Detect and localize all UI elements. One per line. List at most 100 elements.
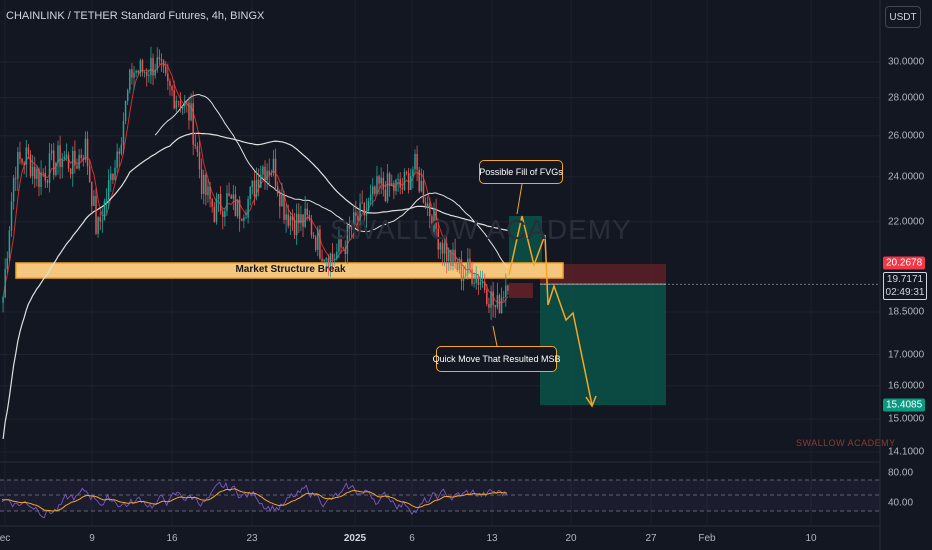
x-tick-label: Feb [698, 533, 716, 544]
candle-body [336, 251, 338, 259]
candle-body [498, 295, 501, 314]
candle-body [397, 179, 399, 181]
candle-body [88, 166, 91, 182]
currency-button[interactable]: USDT [885, 6, 921, 28]
candle-body [448, 249, 450, 261]
candle-body [135, 70, 137, 73]
x-tick-label: 23 [246, 533, 258, 544]
candle-body [374, 186, 376, 194]
candle-body [251, 180, 254, 188]
candle-body [502, 296, 505, 298]
rsi-signal-line [1, 488, 507, 512]
x-tick-label: 2025 [343, 533, 367, 544]
candle-body [262, 166, 264, 175]
candle-body [384, 189, 387, 202]
candle-body [48, 153, 51, 183]
x-tick-label: 6 [409, 533, 415, 544]
candle-body [238, 199, 241, 219]
candle-body [12, 177, 15, 202]
candle-body [412, 169, 414, 177]
candle-body [505, 285, 507, 297]
candle-body [253, 180, 256, 197]
x-tick-label: 10 [805, 533, 817, 544]
candle-body [10, 201, 13, 231]
candle-body [403, 172, 406, 190]
candle-body [17, 152, 19, 179]
candle-body [190, 103, 192, 121]
fvg-red-box [509, 283, 533, 298]
candle-body [21, 158, 23, 163]
candle-body [494, 305, 497, 308]
candle-body [19, 152, 21, 159]
candle-body [380, 177, 382, 184]
watermark-small: SWALLOW ACADEMY [796, 438, 896, 448]
candle-body [462, 275, 465, 281]
candle-body [420, 180, 423, 192]
current-price-box: 19.7171 02:49:31 [883, 272, 927, 300]
candle-body [319, 229, 321, 259]
candle-body [340, 238, 342, 248]
projection-arrow [508, 215, 593, 406]
candle-body [110, 173, 112, 181]
y-tick-label: 24.0000 [888, 171, 925, 183]
candle-body [437, 228, 439, 250]
candle-body [435, 209, 437, 229]
candle-body [114, 167, 116, 181]
candle-body [76, 165, 78, 169]
rsi-band [0, 480, 880, 511]
x-tick-label: 9 [89, 533, 95, 544]
candle-body [469, 258, 471, 269]
candle-body [230, 195, 232, 199]
candle-body [352, 212, 355, 230]
mid-ma-line [154, 94, 509, 268]
y-tick-label: 18.5000 [888, 306, 925, 318]
candle-body [395, 180, 397, 192]
candle-body [407, 173, 410, 191]
candle-body [490, 291, 492, 308]
candle-body [42, 172, 44, 174]
candle-body [46, 180, 49, 183]
countdown: 02:49:31 [885, 287, 925, 298]
candle-body [441, 242, 444, 254]
candle-body [247, 199, 249, 218]
candle-body [274, 158, 277, 187]
candle-body [196, 146, 199, 152]
current-price: 19.7171 [886, 274, 924, 285]
candle-body [386, 173, 389, 202]
candle-body [350, 228, 353, 230]
candle-body [331, 253, 334, 260]
candle-body [471, 268, 473, 284]
candle-body [213, 206, 216, 222]
candle-body [312, 235, 315, 237]
candle-body [169, 81, 171, 87]
candle-body [207, 186, 209, 196]
x-tick-label: 13 [486, 533, 498, 544]
candle-body [116, 151, 118, 168]
candle-body [224, 210, 226, 218]
candle-body [289, 216, 292, 226]
candle-body [388, 173, 391, 187]
candle-body [219, 194, 222, 212]
candle-body [167, 73, 169, 82]
candle-body [198, 151, 201, 170]
candle-body [372, 186, 374, 195]
candle-body [399, 179, 401, 188]
candle-body [414, 154, 416, 170]
candle-body [308, 215, 311, 220]
candle-body [186, 100, 188, 103]
candle-body [293, 220, 296, 236]
candle-body [418, 169, 420, 192]
candle-body [2, 297, 4, 303]
candle-body [458, 258, 461, 270]
candle-body [44, 172, 47, 181]
y-tick-label: 22.0000 [888, 216, 925, 228]
candle-body [245, 217, 247, 219]
candle-body [175, 100, 178, 109]
candle-body [344, 248, 347, 254]
candle-body [439, 242, 442, 250]
candle-body [162, 60, 165, 67]
rsi-tick-low: 40.00 [888, 497, 914, 509]
watermark: SWALLOW ACADEMY [330, 214, 632, 245]
candle-body [143, 72, 146, 73]
